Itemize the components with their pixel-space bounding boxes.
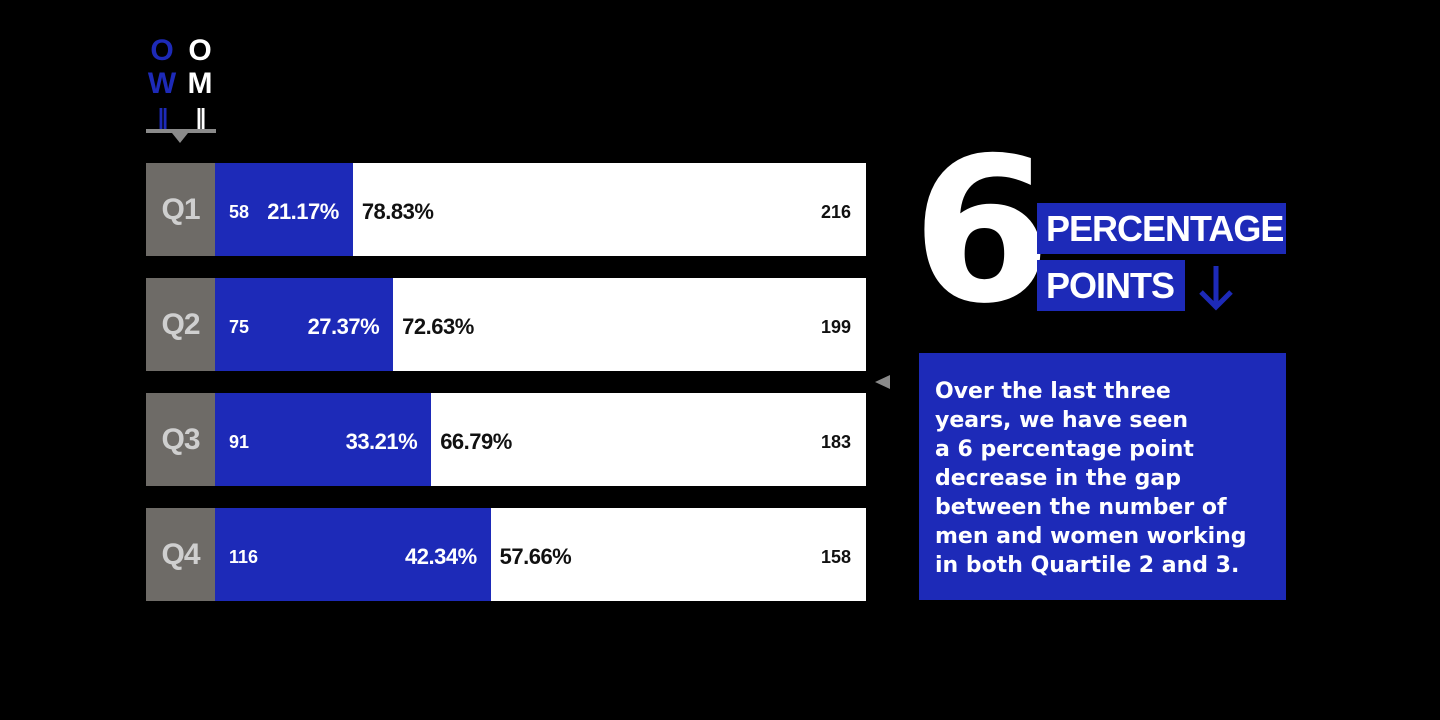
women-percent-label: 27.37% bbox=[307, 314, 380, 339]
note-line: decrease in the gap bbox=[935, 466, 1181, 491]
quartile-label: Q1 bbox=[146, 163, 215, 256]
women-percent-label: 33.21% bbox=[345, 429, 418, 454]
women-percent-label: 42.34% bbox=[405, 544, 477, 569]
men-percent-label: 57.66% bbox=[499, 544, 572, 569]
legend-divider bbox=[146, 129, 216, 133]
note-line: in both Quartile 2 and 3. bbox=[935, 553, 1240, 578]
women-percent-label: 21.17% bbox=[267, 199, 339, 224]
highlight-label-points: POINTS bbox=[1037, 260, 1185, 311]
quartile-label: Q3 bbox=[146, 393, 215, 486]
women-bar bbox=[215, 278, 394, 371]
women-bar bbox=[215, 508, 491, 601]
note-line: men and women working bbox=[935, 524, 1247, 549]
note-line: between the number of bbox=[935, 495, 1227, 520]
women-count-label: 116 bbox=[229, 547, 259, 567]
men-count-label: 216 bbox=[820, 202, 851, 222]
bar-row-q4: Q4 116 42.34% 57.66% 158 bbox=[146, 508, 866, 601]
men-count-label: 199 bbox=[820, 317, 851, 337]
bar-row-q1: Q1 58 21.17% 78.83% 216 bbox=[146, 163, 866, 256]
women-count-label: 75 bbox=[229, 317, 250, 337]
summary-note: Over the last three years, we have seen … bbox=[919, 353, 1286, 600]
note-line: a 6 percentage point bbox=[935, 437, 1194, 462]
legend-pointer-icon bbox=[172, 133, 188, 143]
bar-row-q2: Q2 75 27.37% 72.63% 199 bbox=[146, 278, 866, 371]
highlight-label-percentage: PERCENTAGE bbox=[1037, 203, 1286, 254]
arrow-down-icon bbox=[1199, 266, 1233, 311]
men-count-label: 158 bbox=[820, 547, 851, 567]
men-percent-label: 66.79% bbox=[440, 429, 512, 454]
note-line: Over the last three bbox=[935, 379, 1171, 404]
bar-row-q3: Q3 91 33.21% 66.79% 183 bbox=[146, 393, 866, 486]
note-line: years, we have seen bbox=[935, 408, 1188, 433]
gender-legend: O W || O M || bbox=[146, 36, 216, 148]
men-symbol-icon: O M || bbox=[187, 34, 213, 130]
quartile-label: Q4 bbox=[146, 508, 215, 601]
women-bar bbox=[215, 393, 432, 486]
women-symbol-icon: O W || bbox=[147, 34, 177, 130]
men-percent-label: 72.63% bbox=[402, 314, 474, 339]
men-count-label: 183 bbox=[820, 432, 851, 452]
women-count-label: 58 bbox=[229, 202, 250, 222]
women-bar bbox=[215, 163, 353, 256]
highlight-number: 6 bbox=[912, 115, 1051, 348]
callout-pointer-icon bbox=[875, 375, 890, 389]
men-percent-label: 78.83% bbox=[361, 199, 434, 224]
women-count-label: 91 bbox=[229, 432, 250, 452]
quartile-label: Q2 bbox=[146, 278, 215, 371]
